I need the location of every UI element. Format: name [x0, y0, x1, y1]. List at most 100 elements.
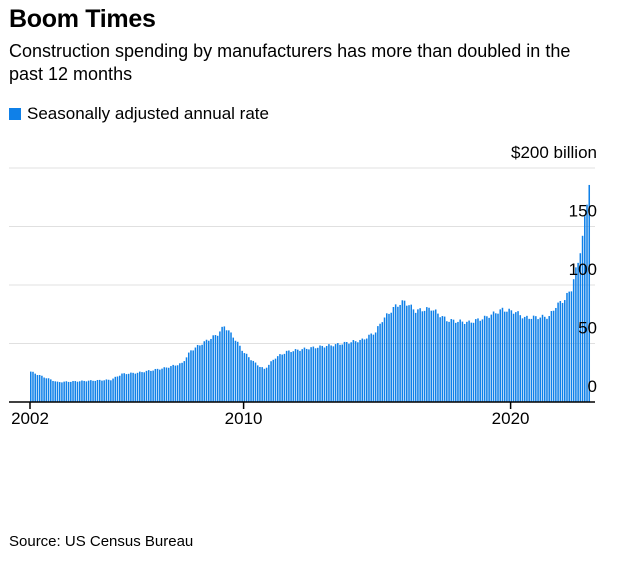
bar	[90, 380, 92, 402]
bar	[383, 317, 386, 402]
bar	[341, 344, 344, 402]
bar	[546, 318, 548, 402]
bar	[566, 292, 568, 402]
bar	[368, 334, 370, 402]
bar	[403, 300, 406, 402]
bar	[379, 323, 381, 402]
bar	[552, 310, 555, 402]
bar	[36, 375, 39, 402]
bar	[290, 352, 292, 402]
bar	[365, 338, 368, 402]
bar	[98, 379, 101, 402]
source-note: Source: US Census Bureau	[9, 533, 194, 550]
bar	[256, 365, 259, 402]
bar	[414, 312, 417, 402]
bar	[78, 381, 81, 402]
x-tick-label: 2020	[492, 409, 530, 428]
bar	[532, 315, 535, 402]
bar	[515, 312, 517, 402]
bar	[321, 345, 324, 402]
bar	[577, 262, 579, 402]
bar	[112, 378, 114, 402]
bar	[377, 326, 379, 402]
bar	[116, 376, 119, 402]
bar	[150, 370, 152, 402]
bar	[486, 316, 488, 402]
bar	[225, 330, 228, 402]
bar	[470, 322, 473, 402]
bar	[65, 381, 68, 402]
bar	[301, 349, 303, 402]
bar	[281, 354, 283, 402]
bar	[330, 345, 332, 402]
bar	[586, 204, 588, 402]
bar	[58, 382, 61, 402]
bar	[430, 310, 433, 402]
bar	[519, 315, 522, 402]
bar	[354, 341, 357, 402]
bar	[477, 318, 479, 402]
bar	[45, 378, 48, 402]
bar	[236, 341, 239, 402]
bar	[372, 334, 375, 402]
bars	[30, 184, 591, 402]
bar	[105, 379, 108, 402]
bar	[501, 307, 504, 402]
bar	[370, 333, 372, 402]
bar	[268, 364, 270, 402]
bar	[254, 362, 257, 402]
bar	[417, 309, 419, 402]
bar	[248, 357, 250, 402]
bar	[523, 316, 526, 402]
bar	[388, 313, 390, 402]
bar	[472, 322, 475, 402]
bar	[479, 320, 481, 402]
bar	[81, 380, 83, 402]
bar	[279, 354, 281, 402]
bar	[581, 235, 584, 402]
bar	[208, 340, 210, 402]
bar	[446, 321, 448, 402]
bar	[319, 345, 321, 402]
bar	[374, 332, 377, 402]
bar	[575, 267, 577, 402]
bar	[419, 308, 421, 402]
bar	[348, 343, 350, 402]
bar	[410, 304, 412, 402]
bar	[123, 373, 125, 402]
bar	[165, 367, 168, 402]
bar	[492, 311, 495, 402]
bar	[363, 339, 366, 402]
bar	[259, 366, 261, 402]
bar	[459, 319, 461, 402]
bar	[561, 302, 564, 402]
bar	[345, 342, 348, 402]
bar	[488, 317, 490, 402]
bar	[127, 373, 130, 402]
bar	[428, 307, 430, 402]
bar	[543, 316, 546, 402]
bar	[506, 311, 508, 402]
bar	[441, 316, 444, 402]
bar	[452, 319, 455, 402]
bar	[92, 380, 94, 402]
bar	[468, 320, 470, 402]
bar	[423, 310, 426, 402]
bar	[288, 350, 290, 402]
y-tick-label: 0	[588, 377, 597, 396]
bar	[512, 313, 515, 402]
bar	[130, 372, 132, 402]
bar	[205, 339, 208, 402]
y-tick-label: 100	[569, 260, 597, 279]
bar	[317, 347, 319, 402]
bar	[457, 321, 459, 402]
bar	[499, 309, 501, 402]
bar	[163, 367, 166, 402]
bar	[495, 313, 497, 402]
bar	[174, 365, 177, 402]
bar	[497, 313, 499, 402]
bar	[314, 348, 317, 402]
bar	[154, 368, 157, 402]
bar	[110, 380, 112, 402]
bar	[192, 350, 194, 402]
